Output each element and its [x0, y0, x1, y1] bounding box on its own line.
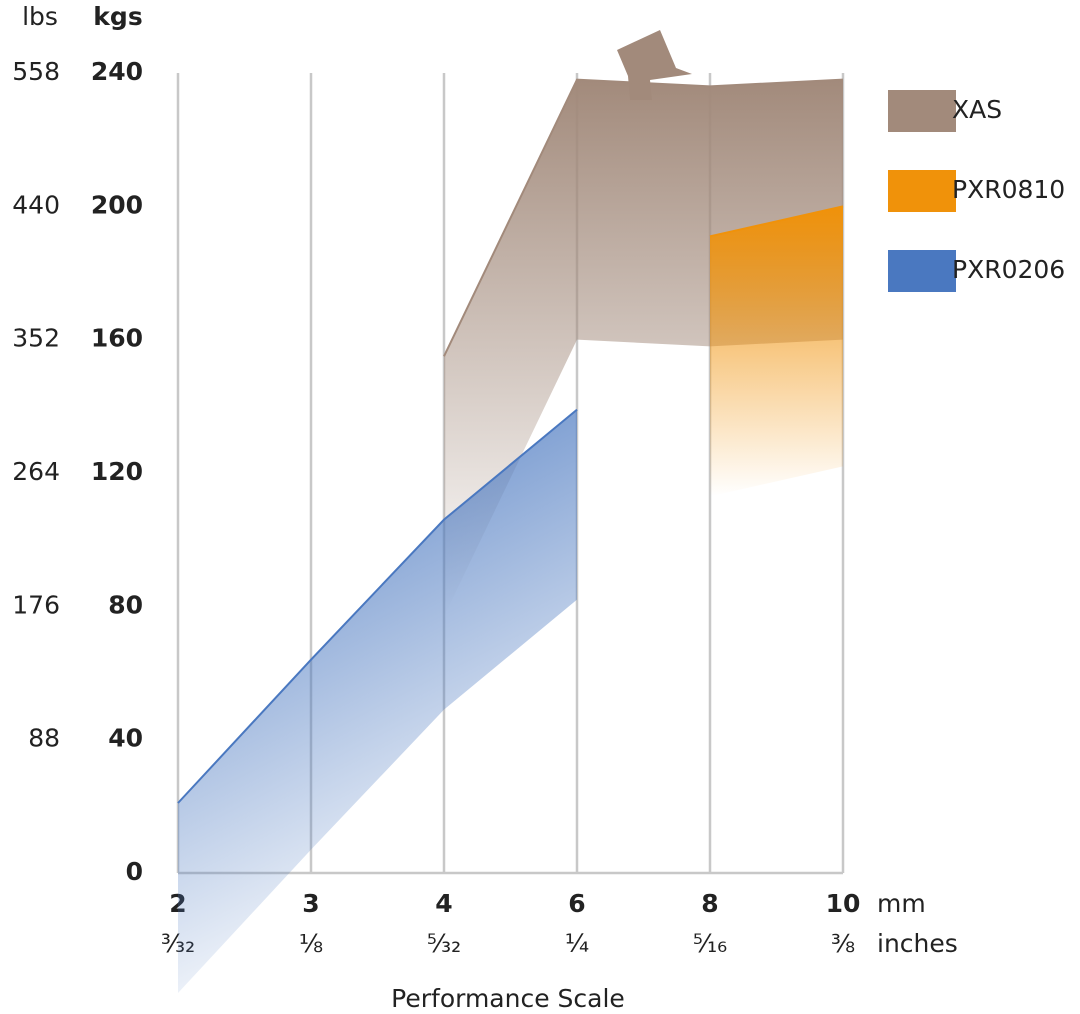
legend-swatch [888, 90, 956, 132]
x-tick-label-inches: ⅛ [299, 929, 323, 958]
y-tick-label-lbs: 176 [12, 590, 60, 619]
area-line [177, 408, 578, 804]
legend-label: PXR0206 [952, 255, 1065, 284]
legend-label: PXR0810 [952, 175, 1065, 204]
x-tick-label: 6 [568, 889, 585, 918]
legend-swatch [888, 170, 956, 212]
y-tick-label-lbs: 558 [12, 57, 60, 86]
y-tick-label: 80 [108, 590, 143, 619]
y-tick-label: 120 [91, 457, 143, 486]
y-tick-label-lbs: 440 [12, 190, 60, 219]
x-tick-label-inches: ⁵⁄₁₆ [693, 929, 727, 958]
area-fill [178, 409, 577, 994]
x-tick-label-inches: ⁵⁄₃₂ [427, 929, 461, 958]
y-tick-label-lbs: 88 [28, 724, 60, 753]
y-tick-label: 160 [91, 324, 143, 353]
y-tick-label-lbs: 264 [12, 457, 60, 486]
x-unit-inches: inches [877, 929, 958, 958]
y-axis-label-kgs: kgs [93, 2, 142, 31]
x-tick-label-inches: ¼ [565, 929, 589, 958]
x-axis-title: Performance Scale [391, 984, 625, 1013]
x-unit-mm: mm [877, 889, 926, 918]
y-tick-label-lbs: 352 [12, 324, 60, 353]
x-tick-label: 10 [826, 889, 861, 918]
area-line [443, 78, 844, 357]
x-tick-label: 4 [435, 889, 452, 918]
area-fill [710, 206, 843, 497]
x-tick-label-inches: ⅜ [831, 929, 855, 958]
y-tick-label: 0 [126, 857, 143, 886]
y-tick-label: 200 [91, 190, 143, 219]
x-tick-label: 3 [302, 889, 319, 918]
y-axis-label-lbs: lbs [22, 2, 58, 31]
legend-swatch [888, 250, 956, 292]
area-fill [444, 79, 843, 617]
legend-label: XAS [952, 95, 1002, 124]
area-line [709, 205, 844, 238]
y-tick-label: 40 [108, 724, 143, 753]
x-tick-label: 8 [701, 889, 718, 918]
y-tick-label: 240 [91, 57, 143, 86]
